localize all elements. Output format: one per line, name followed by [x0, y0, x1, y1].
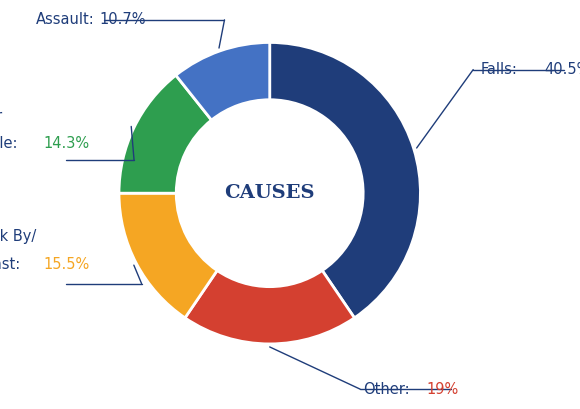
Text: Assault:: Assault: — [36, 12, 95, 27]
Text: CAUSES: CAUSES — [224, 184, 315, 202]
Text: 10.7%: 10.7% — [99, 12, 146, 27]
Text: 15.5%: 15.5% — [44, 256, 90, 272]
Text: Struck By/: Struck By/ — [0, 229, 36, 245]
Text: 19%: 19% — [426, 382, 459, 397]
Wedge shape — [119, 193, 217, 318]
Text: Vehicle:: Vehicle: — [0, 136, 18, 151]
Wedge shape — [176, 43, 270, 120]
Text: 14.3%: 14.3% — [44, 136, 90, 151]
Text: 40.5%: 40.5% — [544, 62, 580, 77]
Wedge shape — [119, 75, 212, 193]
Wedge shape — [270, 43, 420, 318]
Wedge shape — [185, 270, 354, 344]
Text: Against:: Against: — [0, 256, 21, 272]
Text: Falls:: Falls: — [481, 62, 517, 77]
Text: Motor: Motor — [0, 109, 3, 124]
Text: Other:: Other: — [363, 382, 410, 397]
